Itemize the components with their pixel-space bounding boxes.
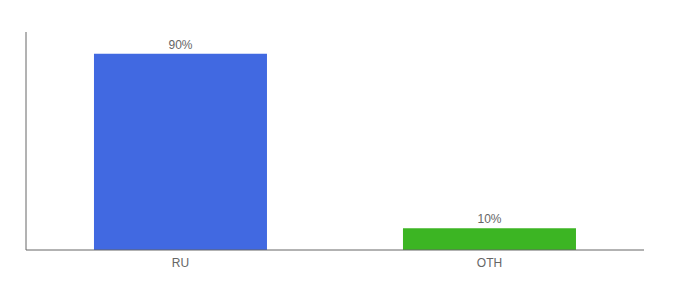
svg-text:OTH: OTH: [477, 256, 502, 270]
svg-text:RU: RU: [172, 256, 189, 270]
svg-text:10%: 10%: [477, 212, 501, 226]
svg-text:90%: 90%: [168, 38, 192, 52]
